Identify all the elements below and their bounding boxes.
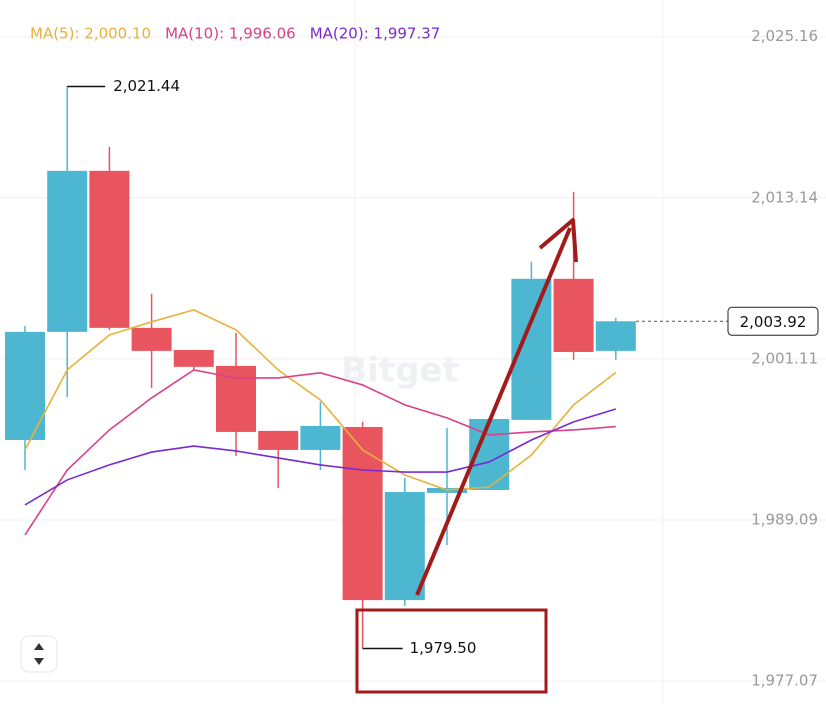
candle-body: [595, 321, 636, 351]
legend-entry: MA(10): 1,996.06: [165, 25, 296, 43]
y-tick-label: 1,977.07: [751, 672, 818, 690]
ma-line: [24, 408, 617, 506]
y-tick-label: 2,013.14: [751, 188, 818, 206]
candle-body: [384, 491, 425, 601]
price-label: 2,003.92: [740, 313, 807, 331]
price-box: [727, 306, 819, 336]
candle-body: [342, 426, 383, 601]
candle-body: [47, 170, 88, 332]
y-tick-label: 1,989.09: [751, 510, 818, 528]
candle-body: [553, 278, 594, 352]
low-label: 1,979.50: [410, 639, 477, 657]
ma-line: [24, 309, 617, 491]
legend-entry: MA(20): 1,997.37: [310, 25, 441, 43]
trend-arrow-head: [538, 218, 578, 263]
candle-body: [216, 365, 256, 432]
trend-arrow: [415, 227, 572, 596]
candle-body: [89, 170, 130, 328]
toggle-button[interactable]: [20, 635, 58, 673]
candle-body: [300, 425, 341, 450]
highlight-box: [355, 608, 548, 694]
high-label: 2,021.44: [113, 77, 180, 95]
candle-body: [258, 430, 299, 450]
y-tick-label: 2,025.16: [751, 27, 818, 45]
legend-entry: MA(5): 2,000.10: [30, 25, 151, 43]
candle-body: [5, 331, 45, 440]
ma-line: [24, 369, 616, 536]
candle-body: [173, 349, 214, 367]
candle-body: [131, 327, 172, 351]
y-tick-label: 2,001.11: [751, 349, 818, 367]
